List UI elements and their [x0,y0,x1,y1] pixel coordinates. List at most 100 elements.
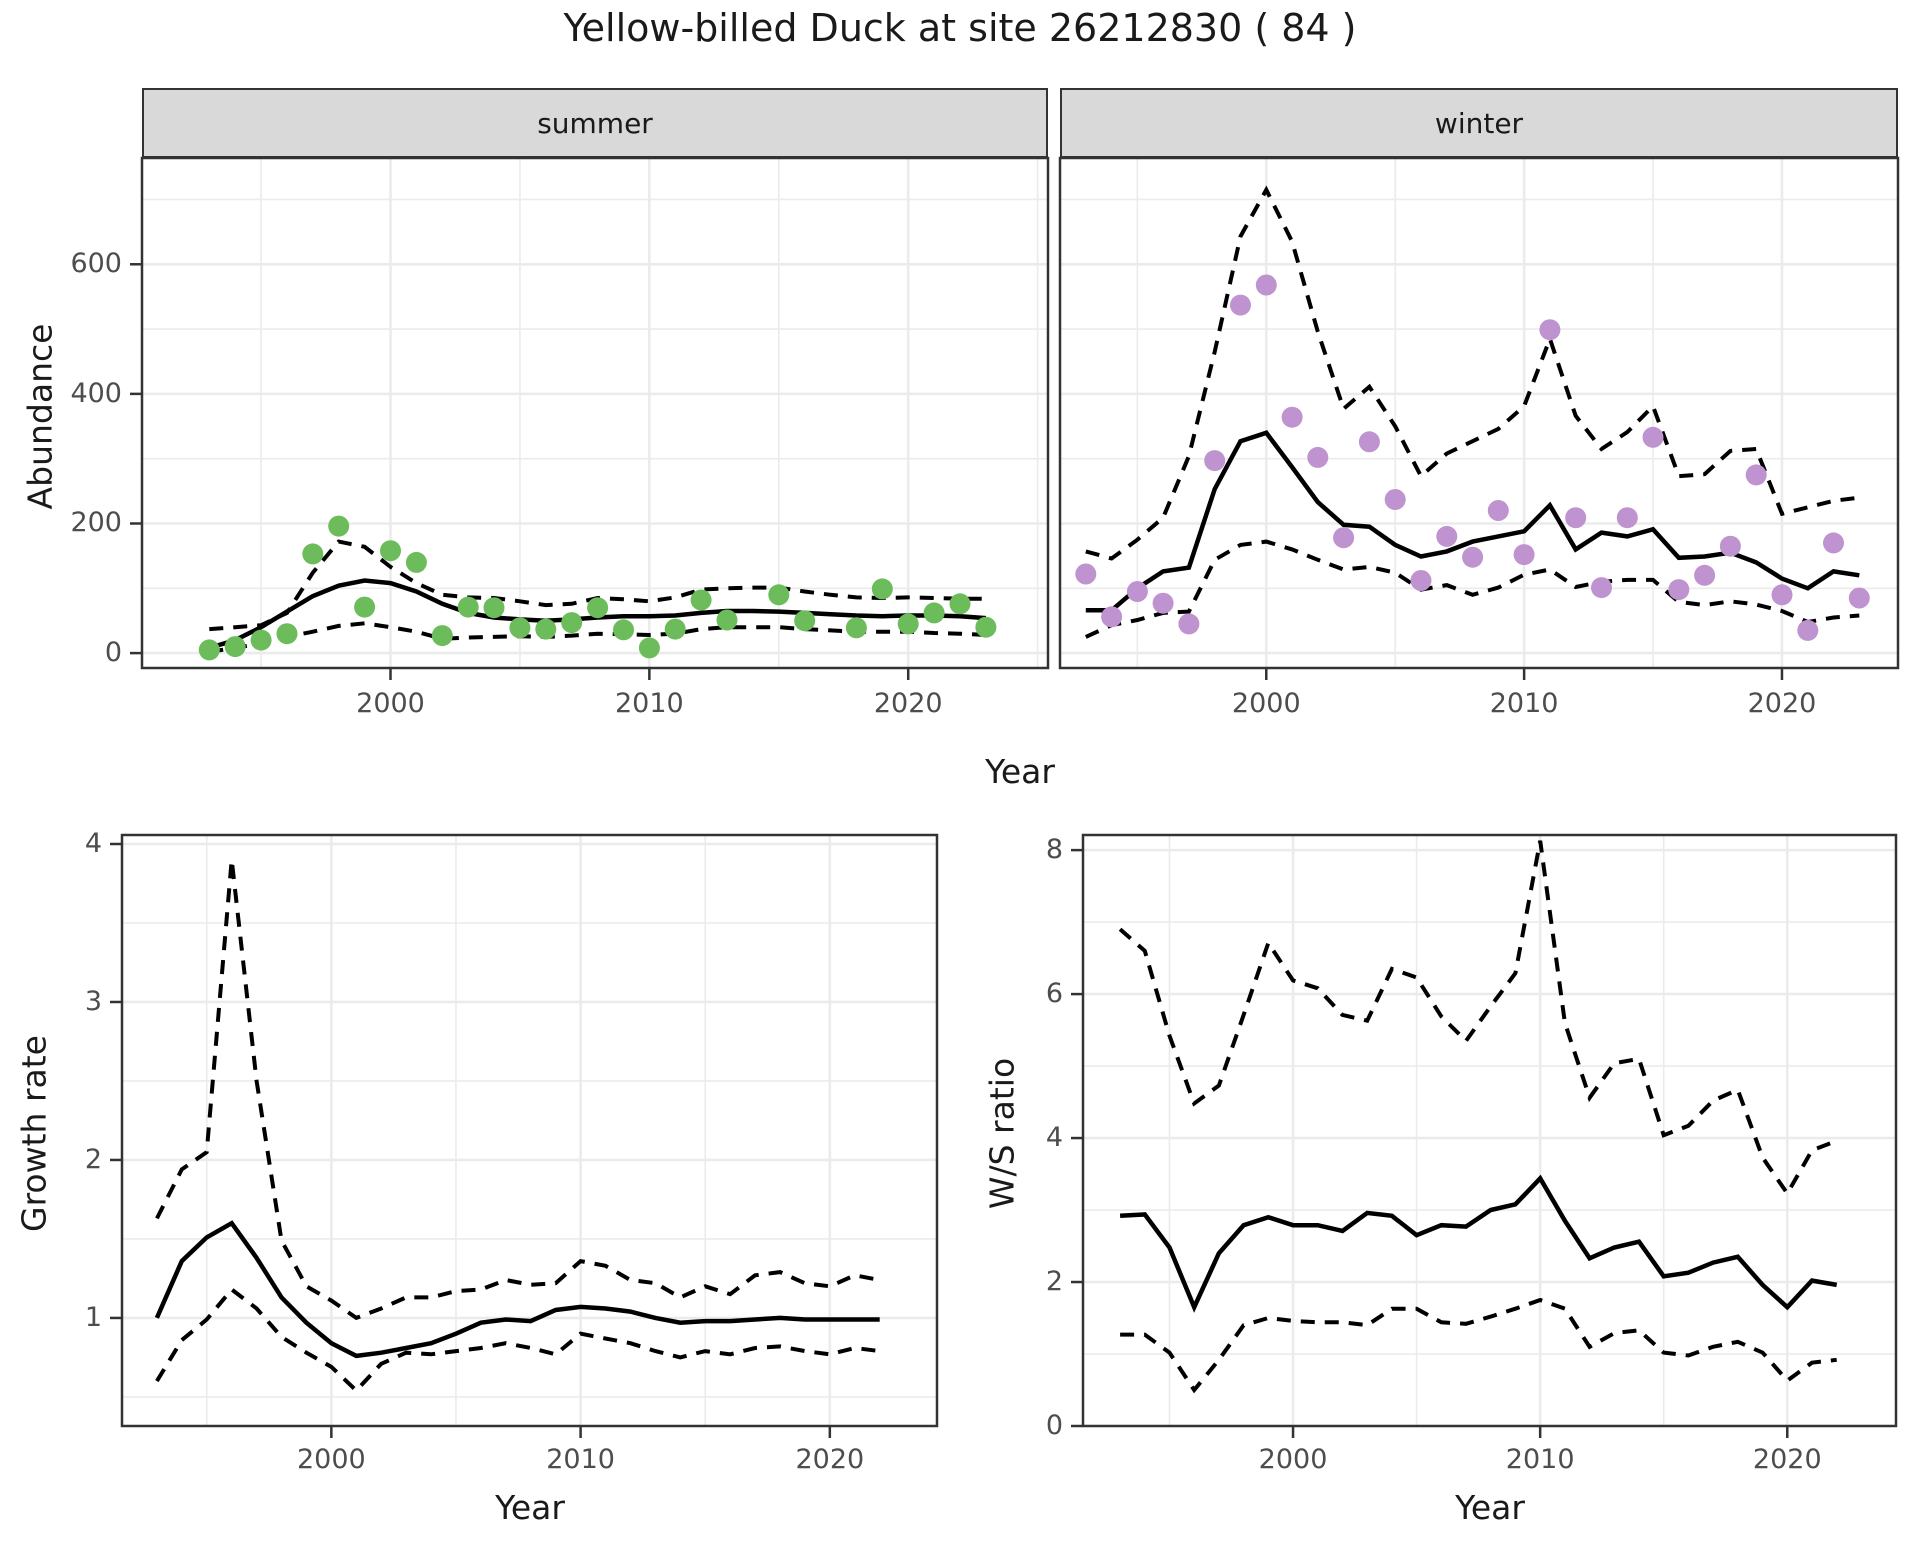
ws_ratio-lower_ci-line [1120,1297,1837,1394]
growth-axis-ticks [110,842,832,1438]
summer-y-tick-label: 0 [104,637,122,669]
summer-point [380,540,401,562]
summer-axis-ticks [130,263,910,680]
winter-point [1616,507,1638,529]
winter-point [1358,431,1380,453]
winter-point [1255,274,1277,296]
winter-observation-points [1075,274,1870,641]
ws_ratio-y-tick-label: 0 [1045,1410,1063,1441]
winter-point [1101,606,1123,628]
y-axis-title-abundance: Abundance [20,323,60,510]
summer-point [431,625,453,647]
ws_ratio-x-tick-label: 2000 [1258,1444,1328,1475]
summer-point [975,616,997,638]
summer-panel-border [140,156,1050,670]
winter-x-tick-label: 2010 [1489,688,1559,719]
x-axis-title-year-ws: Year [1455,1488,1525,1527]
summer-point [405,551,427,573]
summer-point [716,609,738,631]
winter-point [1230,294,1251,316]
winter-point [1178,613,1200,635]
ws_ratio-panel-border [1081,833,1898,1428]
ws_ratio-fit-line [1119,1174,1838,1313]
summer-point [198,639,220,661]
winter-point [1333,527,1355,549]
winter-point [1797,619,1819,641]
summer-x-tick-label: 2020 [873,688,943,719]
growth-panel-border [120,833,939,1428]
growth-y-tick-label: 4 [84,828,102,859]
growth-y-tick-label: 1 [84,1301,102,1333]
ws_ratio-y-tick-label: 8 [1045,834,1063,866]
winter-point [1204,450,1226,472]
winter-point [1539,319,1561,341]
winter-point [1719,535,1741,557]
winter-point [1410,570,1432,591]
summer-x-tick-label: 2010 [615,688,684,719]
summer-point [509,617,531,639]
summer-point [354,596,376,618]
summer-point [250,629,272,651]
winter-point [1694,564,1716,586]
winter-point [1823,532,1844,554]
summer-point [949,593,971,615]
winter-x-tick-label: 2020 [1747,688,1817,719]
growth-upper_ci-line [155,859,881,1321]
winter-axis-ticks [1265,668,1784,680]
summer-point [328,515,350,537]
summer-observation-points [198,515,997,661]
summer-y-tick-label: 400 [70,377,122,409]
summer-point [302,543,324,565]
growth-x-tick-label: 2000 [296,1444,366,1475]
summer-point [613,619,634,641]
growth-fit-line [154,1220,880,1359]
summer-point [871,578,893,600]
growth-lower_ci-line [155,1286,880,1394]
summer-point [587,597,609,619]
winter-point [1487,500,1509,521]
ws_ratio-panel [1071,833,1898,1438]
summer-point [845,617,867,639]
winter-upper_ci-line [1085,185,1860,561]
winter-point [1462,546,1484,568]
facet-strip-winter-label: winter [1434,106,1524,140]
winter-x-tick-label: 2000 [1231,688,1301,719]
summer-point [561,612,583,634]
ws_ratio-y-tick-label: 6 [1045,978,1063,1010]
summer-point [638,637,660,659]
ws_ratio-axis-ticks [1071,848,1789,1438]
winter-point [1126,581,1148,602]
summer-point [483,597,505,619]
summer-point [535,618,557,640]
growth-y-tick-label: 3 [84,985,102,1017]
summer-point [897,613,919,635]
winter-point [1384,489,1406,510]
summer-panel [130,156,1050,680]
summer-point [690,589,712,611]
summer-point [224,636,246,658]
ws_ratio-x-tick-label: 2010 [1505,1444,1575,1475]
ws_ratio-x-tick-label: 2020 [1752,1444,1822,1475]
growth-x-tick-label: 2010 [546,1444,615,1475]
x-axis-title-year-top: Year [985,752,1055,791]
summer-point [794,610,816,632]
winter-point [1152,592,1174,614]
winter-panel [1058,156,1900,680]
growth-panel [110,833,939,1438]
summer-x-tick-label: 2000 [356,688,425,719]
facet-strip-summer-label: summer [537,106,653,140]
winter-point [1436,525,1458,547]
winter-point [1075,563,1097,585]
summer-point [276,623,298,645]
winter-point [1307,446,1329,468]
winter-point [1642,426,1664,448]
winter-point [1513,544,1535,566]
summer-y-tick-label: 600 [70,248,122,280]
winter-gridlines [1060,158,1898,668]
winter-point [1771,584,1793,606]
summer-point [768,584,790,606]
ws_ratio-y-tick-label: 4 [1045,1122,1063,1154]
summer-point [457,596,479,618]
